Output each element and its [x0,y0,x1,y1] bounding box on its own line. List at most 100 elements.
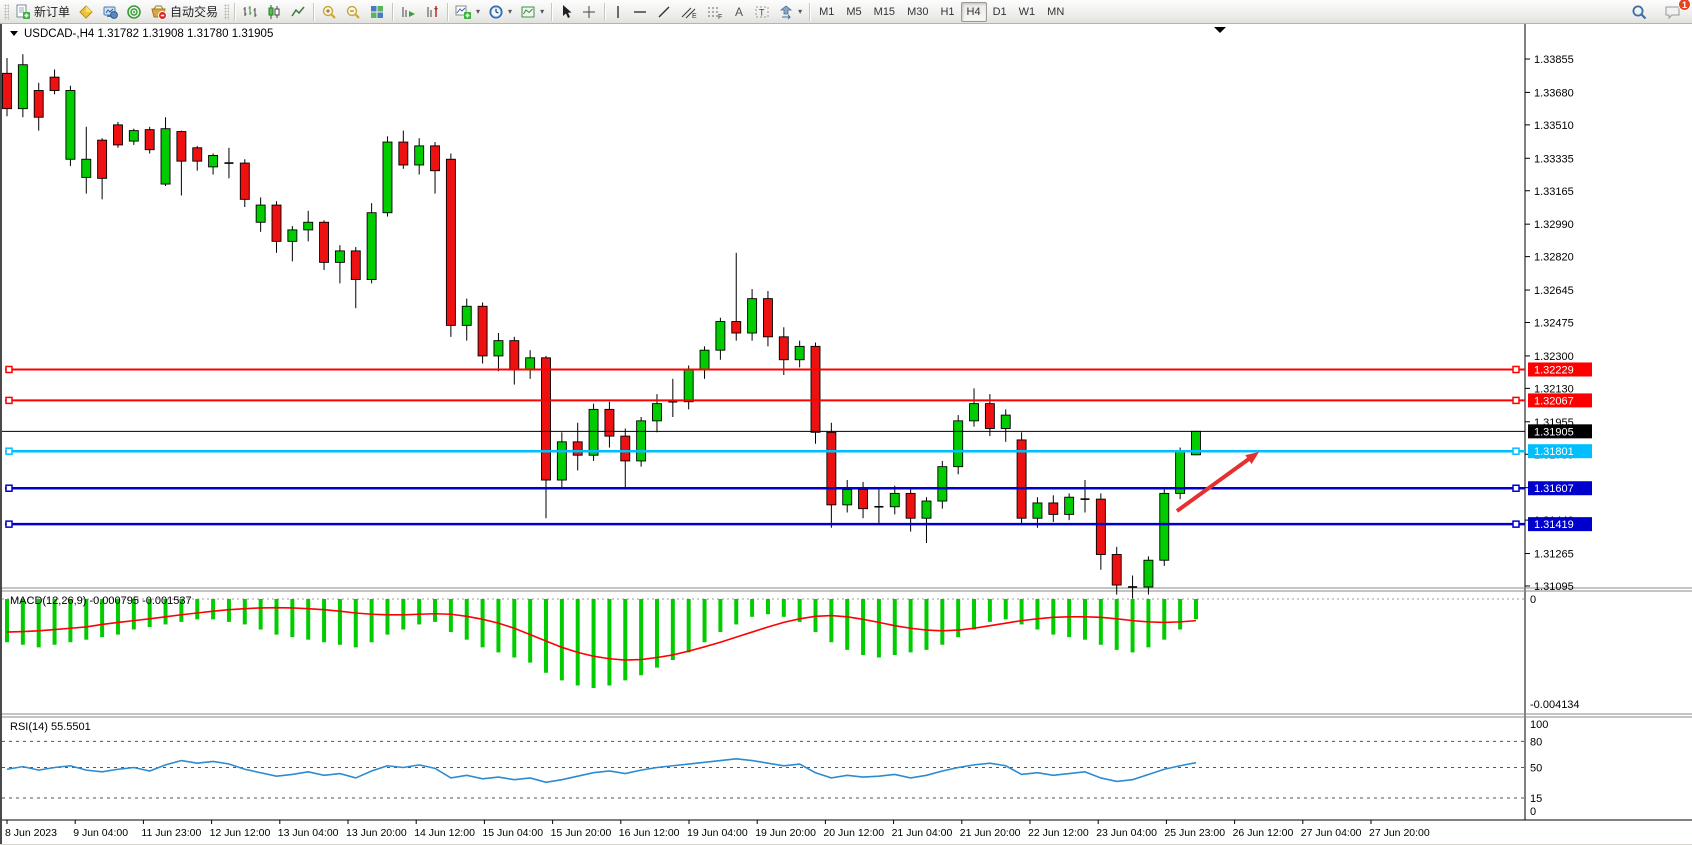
metaeditor-button[interactable] [74,1,98,23]
line-anchor-marker[interactable] [5,396,13,405]
zoom-in-button[interactable] [317,1,341,23]
toolbar-grip[interactable] [4,3,9,20]
bear-candle [1095,498,1106,555]
chart-canvas[interactable]: 1.33855 1.33680 1.33510 1.33335 1.33165 1.329… [2,24,1692,844]
timeframe-button-D1[interactable]: D1 [992,5,1007,18]
price-tick-label: 1.33855 [1534,54,1574,66]
tile-windows-button[interactable] [365,1,389,23]
periods-caret: ▾ [508,7,513,16]
indicators-button[interactable]: ▾ [451,1,484,23]
text-tool[interactable]: A [728,1,750,23]
bull-candle [334,250,345,263]
bull-candle [794,345,805,361]
date-tick-label: 15 Jun 20:00 [551,827,612,839]
bear-candle [778,336,789,361]
chart-window[interactable]: 1.33855 1.33680 1.33510 1.33335 1.33165 1.329… [0,24,1692,844]
timeframe-button-H1[interactable]: H1 [940,5,955,18]
timeframe-button-W1[interactable]: W1 [1018,5,1036,18]
bull-candle [366,212,377,280]
scroll-group [396,0,444,23]
crosshair-button[interactable] [577,1,601,23]
chart-ohlc-title: USDCAD-,H4 1.31782 1.31908 1.31780 1.319… [24,28,273,40]
bull-candle [382,141,393,214]
timeframe-button-MN[interactable]: MN [1047,5,1065,18]
signals-icon [126,4,142,20]
fibonacci-tool[interactable]: F [702,1,728,23]
line-chart-button[interactable] [286,1,310,23]
price-tick-label: 1.32820 [1534,252,1574,264]
periods-button[interactable]: ▾ [484,1,516,23]
templates-button[interactable]: ▾ [516,1,548,23]
bar-chart-button[interactable] [238,1,262,23]
date-tick-label: 20 Jun 12:00 [823,827,884,839]
timeframe-button-M30[interactable]: M30 [907,5,929,18]
bear-candle [398,141,409,166]
line-anchor-marker[interactable] [1512,396,1520,405]
trendline-tool[interactable] [652,1,676,23]
line-anchor-marker[interactable] [5,520,13,528]
market-watch-button[interactable] [98,1,122,23]
bear-candle [1048,502,1059,515]
label-tool[interactable]: T [750,1,774,23]
arrow-shaft[interactable] [1175,454,1255,513]
line-anchor-marker[interactable] [1512,484,1520,492]
timeframe-button-M1[interactable]: M1 [819,5,835,18]
signals-button[interactable] [122,1,146,23]
chart-shift-button[interactable] [420,1,444,23]
timeframe-button-M15[interactable]: M15 [873,5,896,18]
chart-background [2,24,1692,844]
autotrading-button[interactable]: 自动交易 [146,1,222,23]
line-anchor-marker[interactable] [5,484,13,492]
bull-candle [303,221,314,231]
bear-candle [350,250,361,280]
chart-shift-marker[interactable] [1214,27,1226,33]
new-order-label: 新订单 [34,5,71,19]
bear-candle [192,147,203,162]
candlestick-chart-button[interactable] [262,1,286,23]
time-axis[interactable]: 8 Jun 2023 9 Jun 04:00 11 Jun 23:00 12 Jun … [5,820,1430,839]
bear-candle [144,129,155,151]
bull-candle [160,128,171,185]
autotrading-icon [150,4,168,20]
arrows-tool[interactable]: ▾ [774,1,806,23]
horizontal-line-object[interactable] [5,396,1525,405]
price-flag: 1.32067 [1528,393,1592,408]
price-flag: 1.31607 [1528,481,1592,496]
zoom-out-button[interactable] [341,1,365,23]
date-tick-label: 22 Jun 12:00 [1028,827,1089,839]
line-anchor-marker[interactable] [1512,365,1520,374]
auto-scroll-button[interactable] [396,1,420,23]
date-tick-label: 19 Jun 20:00 [755,827,816,839]
line-anchor-marker[interactable] [1512,447,1520,455]
new-order-button[interactable]: 新订单 [11,1,74,23]
channel-tool[interactable]: E [676,1,702,23]
vertical-line-tool[interactable] [608,1,628,23]
notifications-button[interactable]: 1 [1660,0,1691,23]
bear-candle [826,431,837,506]
trade-group: 新订单 自动交易 [11,0,222,23]
line-anchor-marker[interactable] [5,365,13,374]
bull-candle [953,420,964,468]
price-flag-bg [1528,444,1592,459]
rsi-scale-label: 100 [1530,719,1548,731]
search-button[interactable] [1627,1,1652,23]
date-tick-label: 12 Jun 12:00 [210,827,271,839]
line-anchor-marker[interactable] [1512,520,1520,528]
horizontal-line-object[interactable] [5,484,1525,492]
horizontal-line-tool[interactable] [628,1,652,23]
symbol-collapse-icon[interactable] [10,31,18,36]
timeframe-button-M5[interactable]: M5 [846,5,862,18]
bull-candle [1032,502,1043,519]
timeframe-button-H4[interactable]: H4 [960,1,987,22]
price-tick-label: 1.32300 [1534,351,1574,363]
horizontal-line-object[interactable] [5,365,1525,374]
horizontal-line-object[interactable] [5,520,1525,528]
rsi-label: RSI(14) 55.5501 [10,721,91,733]
bull-candle [588,408,599,456]
horizontal-line-object[interactable] [5,447,1525,455]
objects-group: E F A T ▾ [608,0,806,23]
trend-arrow-object[interactable] [1175,452,1259,513]
svg-text:T: T [759,7,765,17]
cursor-button[interactable] [555,1,577,23]
line-anchor-marker[interactable] [5,447,13,455]
